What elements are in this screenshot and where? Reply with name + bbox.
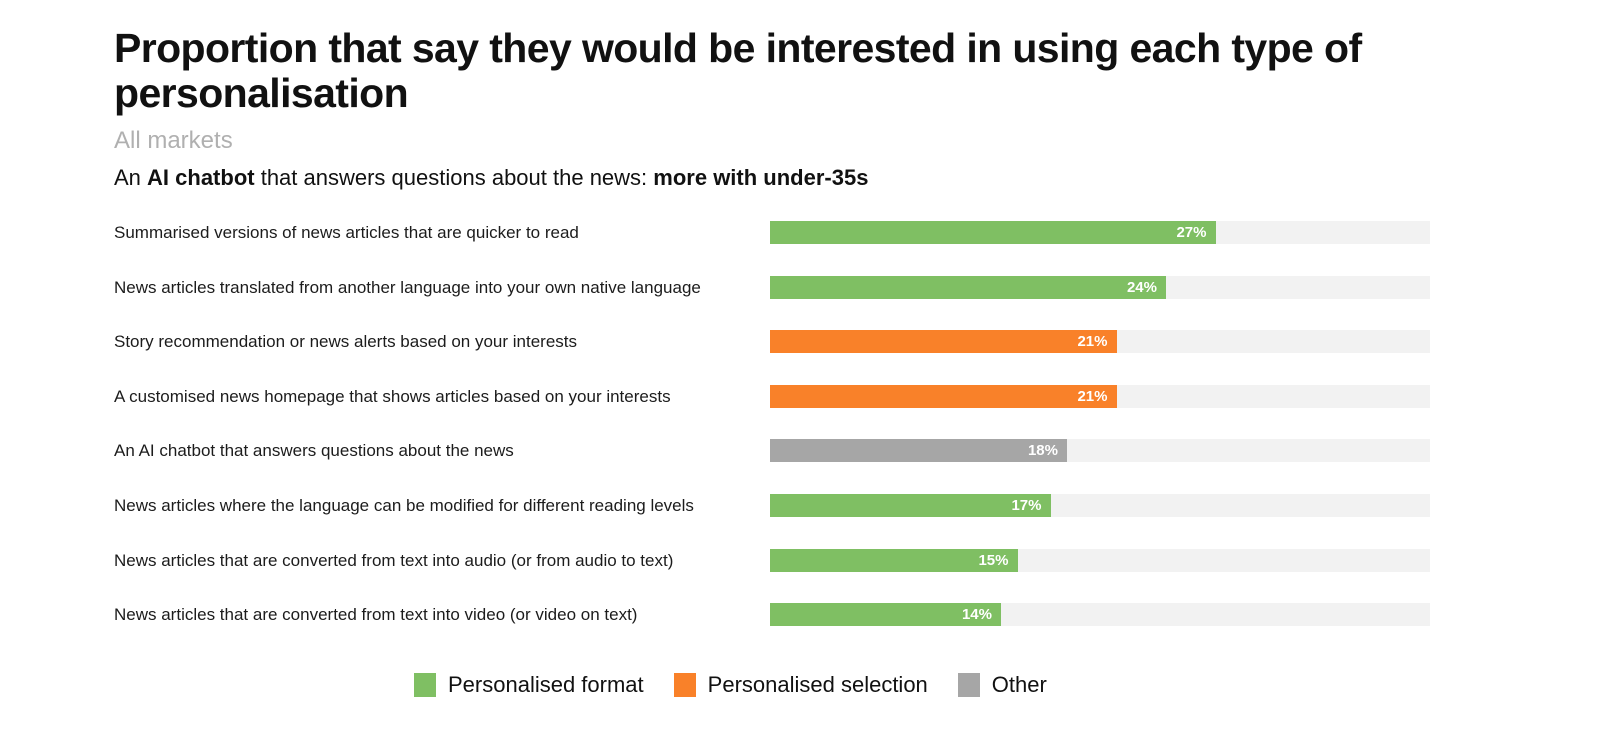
annotation-middle: that answers questions about the news:: [254, 165, 654, 190]
page-title: Proportion that say they would be intere…: [114, 25, 1362, 116]
chart-subtitle: All markets: [114, 127, 233, 154]
chart-header: Proportion that say they would be intere…: [114, 26, 1404, 192]
legend-item-personalised-format[interactable]: Personalised format: [414, 672, 644, 698]
bar-row: Story recommendation or news alerts base…: [0, 330, 1600, 354]
bar-row: Summarised versions of news articles tha…: [0, 221, 1600, 245]
bar-value-label: 27%: [1176, 224, 1207, 241]
legend-swatch-icon: [957, 673, 980, 697]
bar-track: 15%: [770, 548, 1430, 572]
bar-value-label: 15%: [978, 551, 1009, 569]
bar-row: An AI chatbot that answers questions abo…: [0, 439, 1600, 463]
bar-row: News articles that are converted from te…: [0, 603, 1600, 627]
bar-track: 14%: [770, 603, 1430, 627]
bar-fill[interactable]: 21%: [770, 384, 1117, 408]
bar-track: 18%: [770, 439, 1430, 463]
bar-fill[interactable]: 17%: [770, 494, 1051, 517]
bar-category-label: News articles where the language can be …: [114, 496, 694, 515]
bar-category-label: Summarised versions of news articles tha…: [114, 223, 579, 242]
bar-fill[interactable]: 18%: [770, 439, 1067, 463]
chart-legend: Personalised format Personalised selectio…: [414, 672, 1077, 698]
bar-track: 21%: [770, 384, 1430, 408]
bar-track: 17%: [770, 494, 1430, 517]
bar-category-label: News articles translated from another la…: [114, 277, 701, 297]
bar-category-label: An AI chatbot that answers questions abo…: [114, 441, 514, 461]
bar-track: 27%: [770, 221, 1430, 244]
bar-row: News articles that are converted from te…: [0, 548, 1600, 573]
bar-fill[interactable]: 27%: [770, 221, 1216, 244]
bar-value-label: 24%: [1126, 278, 1157, 296]
bar-fill[interactable]: 14%: [770, 603, 1001, 627]
bar-fill[interactable]: 21%: [770, 330, 1117, 354]
bar-category-label: News articles that are converted from te…: [114, 605, 638, 625]
bar-fill[interactable]: 15%: [770, 548, 1018, 572]
legend-label: Personalised selection: [707, 672, 928, 697]
annotation-prefix: An: [114, 165, 148, 190]
bar-category-label: News articles that are converted from te…: [114, 550, 674, 570]
bar-category-label: A customised news homepage that shows ar…: [114, 386, 671, 406]
chart-annotation: An AI chatbot that answers questions abo…: [114, 164, 1404, 192]
bar-track: 24%: [770, 275, 1430, 299]
bar-row: News articles translated from another la…: [0, 275, 1600, 300]
bar-value-label: 17%: [1011, 497, 1042, 514]
bar-track: 21%: [770, 330, 1430, 354]
bar-value-label: 21%: [1077, 333, 1108, 351]
bar-category-label: Story recommendation or news alerts base…: [114, 332, 578, 352]
legend-item-other[interactable]: Other: [957, 672, 1047, 698]
bar-value-label: 14%: [961, 606, 992, 624]
bar-fill[interactable]: 24%: [770, 275, 1166, 299]
legend-label: Personalised format: [448, 672, 644, 697]
bar-value-label: 18%: [1027, 442, 1058, 460]
legend-item-personalised-selection[interactable]: Personalised selection: [673, 672, 928, 698]
bar-row: News articles where the language can be …: [0, 494, 1600, 518]
legend-swatch-icon: [414, 673, 436, 697]
annotation-bold-chatbot: AI chatbot: [147, 165, 255, 190]
annotation-bold-under35s: more with under-35s: [653, 165, 869, 190]
bar-row: A customised news homepage that shows ar…: [0, 384, 1600, 409]
legend-swatch-icon: [673, 673, 696, 697]
legend-label: Other: [991, 672, 1047, 697]
bar-value-label: 21%: [1077, 387, 1108, 405]
